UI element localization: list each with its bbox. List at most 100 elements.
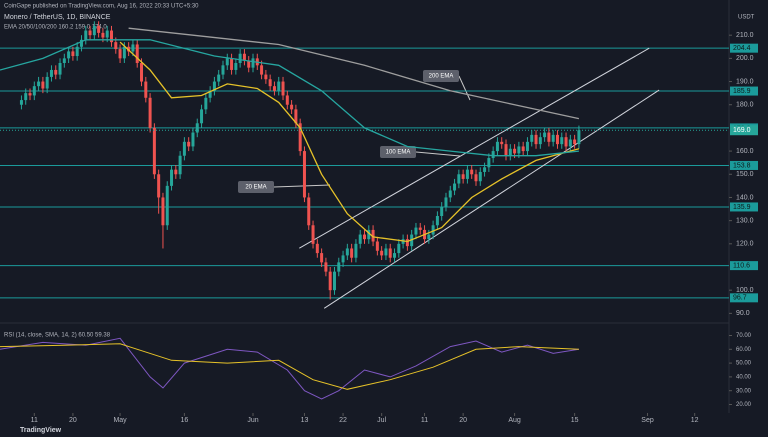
- x-tick-label: 15: [571, 417, 579, 424]
- candle-body: [453, 183, 457, 191]
- candle-body: [538, 137, 542, 145]
- candle-body: [105, 30, 109, 38]
- publisher: CoinGape published on TradingView.com, A…: [4, 4, 199, 10]
- candle-body: [543, 132, 547, 138]
- y-tick-label: 140.0: [736, 194, 754, 201]
- candle-body: [290, 104, 294, 110]
- annotation-box: [423, 70, 459, 82]
- level-label: 204.4: [733, 45, 751, 52]
- trendline: [323, 89, 660, 309]
- candle-body: [513, 148, 517, 154]
- candle-body: [148, 97, 152, 128]
- x-tick-label: 13: [301, 417, 309, 424]
- candle-body: [170, 169, 174, 186]
- candle-body: [281, 81, 285, 96]
- candle-body: [478, 171, 482, 182]
- candle-body: [508, 148, 512, 156]
- candle-body: [371, 229, 375, 242]
- candle-body: [37, 81, 41, 87]
- candle-body: [24, 93, 28, 101]
- x-tick-label: May: [113, 417, 127, 424]
- candle-body: [320, 253, 324, 263]
- candle-body: [324, 262, 328, 272]
- candle-body: [555, 134, 559, 145]
- candle-body: [101, 32, 105, 38]
- candle-body: [157, 174, 161, 198]
- x-tick-label: 20: [459, 417, 467, 424]
- candle-body: [131, 44, 135, 52]
- y-tick-label: 150.0: [736, 171, 754, 178]
- last-price-box: [730, 125, 758, 136]
- candle-body: [427, 234, 431, 240]
- candle-body: [122, 46, 126, 59]
- candle-body: [238, 53, 242, 63]
- candle-body: [461, 174, 465, 179]
- level-label: 135.9: [733, 204, 751, 211]
- candle-body: [384, 248, 388, 256]
- candle-body: [521, 146, 525, 152]
- y-tick-label: 30.00: [736, 388, 752, 394]
- x-tick-label: 22: [339, 417, 347, 424]
- candle-body: [28, 93, 32, 96]
- candle-body: [84, 30, 88, 40]
- candle-body: [504, 144, 508, 156]
- ema-line: [119, 41, 580, 243]
- level-label: 185.9: [733, 88, 751, 95]
- rsi-line: [0, 337, 579, 400]
- ema-line: [128, 27, 580, 120]
- candle-body: [19, 100, 23, 105]
- candle-body: [191, 132, 195, 147]
- candle-body: [483, 167, 487, 172]
- candle-body: [362, 234, 367, 240]
- annotation-pointer: [458, 75, 471, 101]
- candle-body: [367, 229, 371, 240]
- footer: TradingView: [20, 427, 62, 434]
- candle-body: [573, 139, 577, 145]
- candle-body: [118, 49, 122, 59]
- candle-body: [328, 271, 332, 291]
- candle-body: [435, 216, 439, 226]
- candle-body: [144, 81, 148, 98]
- candle-body: [388, 248, 392, 258]
- candle-body: [564, 137, 568, 147]
- candle-body: [285, 95, 289, 105]
- candle-body: [568, 139, 572, 147]
- x-tick-label: 16: [180, 417, 188, 424]
- candle-body: [332, 271, 336, 291]
- x-tick-label: Aug: [508, 417, 521, 424]
- candle-body: [405, 239, 409, 247]
- candle-body: [174, 169, 178, 175]
- candle-body: [204, 97, 208, 110]
- annotation-box: [380, 146, 416, 158]
- candle-body: [45, 76, 49, 89]
- y-tick-label: 190.0: [736, 78, 754, 85]
- candle-body: [62, 58, 66, 63]
- candle-body: [92, 25, 96, 36]
- symbol-title: Monero / TetherUS, 1D, BINANCE: [4, 14, 111, 21]
- candle-body: [247, 60, 251, 68]
- candle-body: [341, 255, 345, 263]
- currency: USDT: [738, 15, 755, 21]
- candle-body: [152, 127, 156, 175]
- last-price-label: 169.0: [733, 127, 751, 134]
- y-tick-label: 210.0: [736, 32, 754, 39]
- candle-body: [470, 169, 474, 175]
- candle-body: [264, 74, 268, 80]
- y-tick-label: 50.00: [736, 361, 752, 367]
- candle-body: [165, 185, 169, 226]
- candle-body: [525, 141, 529, 152]
- candle-body: [135, 44, 139, 63]
- candle-body: [491, 151, 495, 159]
- candle-body: [208, 90, 212, 98]
- candle-body: [298, 123, 302, 152]
- candle-body: [393, 253, 397, 258]
- candle-body: [577, 130, 581, 145]
- level-label-box: [730, 86, 758, 96]
- candle-body: [182, 141, 186, 156]
- candle-body: [448, 190, 452, 198]
- candle-body: [457, 174, 461, 184]
- candle-body: [54, 69, 58, 75]
- candle-body: [354, 243, 358, 258]
